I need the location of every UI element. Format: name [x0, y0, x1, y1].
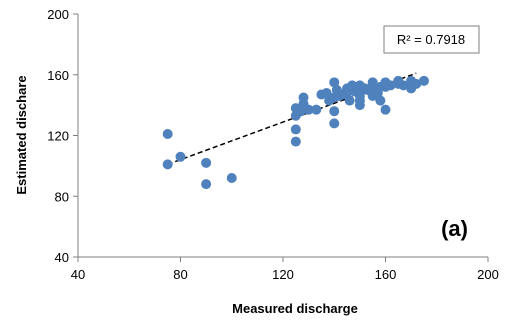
y-tick-label: 120: [47, 129, 69, 144]
r-squared-annotation: R² = 0.7918: [383, 25, 480, 54]
y-tick-label: 40: [55, 250, 69, 265]
r-squared-box: [383, 25, 480, 54]
data-point: [354, 91, 365, 102]
x-tick-label: 160: [375, 267, 397, 282]
data-point: [303, 104, 314, 115]
axes: 40 80 120 160 200 40 80 120 160 200: [47, 7, 499, 282]
data-point: [349, 81, 360, 92]
x-tick-label: 40: [71, 267, 85, 282]
data-point: [162, 159, 173, 170]
data-point: [321, 87, 332, 98]
data-point: [367, 77, 378, 88]
data-point: [342, 87, 353, 98]
data-point: [344, 95, 355, 106]
data-point: [290, 136, 301, 147]
data-point: [380, 81, 391, 92]
x-tick-label: 80: [173, 267, 187, 282]
data-point: [334, 91, 345, 102]
y-tick-label: 200: [47, 7, 69, 22]
y-axis-title: Estimated dischare: [14, 75, 29, 194]
data-point: [162, 128, 173, 139]
data-point: [295, 106, 306, 117]
data-point: [362, 84, 373, 95]
data-point: [375, 95, 386, 106]
data-point: [380, 104, 391, 115]
points-layer: [162, 75, 429, 190]
data-point: [311, 104, 322, 115]
y-tick-label: 80: [55, 189, 69, 204]
data-point: [329, 118, 340, 129]
data-point: [226, 173, 237, 184]
r-squared-text: R² = 0.7918: [397, 32, 465, 47]
data-point: [393, 75, 404, 86]
data-point: [418, 75, 429, 86]
data-point: [290, 124, 301, 135]
y-tick-label: 160: [47, 68, 69, 83]
data-point: [175, 151, 186, 162]
x-axis-title: Measured discharge: [232, 301, 358, 316]
data-point: [201, 157, 212, 168]
x-tick-label: 200: [477, 267, 499, 282]
panel-label: (a): [441, 216, 468, 241]
x-tick-label: 120: [272, 267, 294, 282]
data-point: [370, 84, 381, 95]
data-point: [201, 179, 212, 190]
labels-layer: Estimated dischare Measured discharge (a…: [14, 75, 468, 316]
data-point: [298, 92, 309, 103]
data-point: [406, 83, 417, 94]
data-point: [329, 106, 340, 117]
data-point: [329, 77, 340, 88]
